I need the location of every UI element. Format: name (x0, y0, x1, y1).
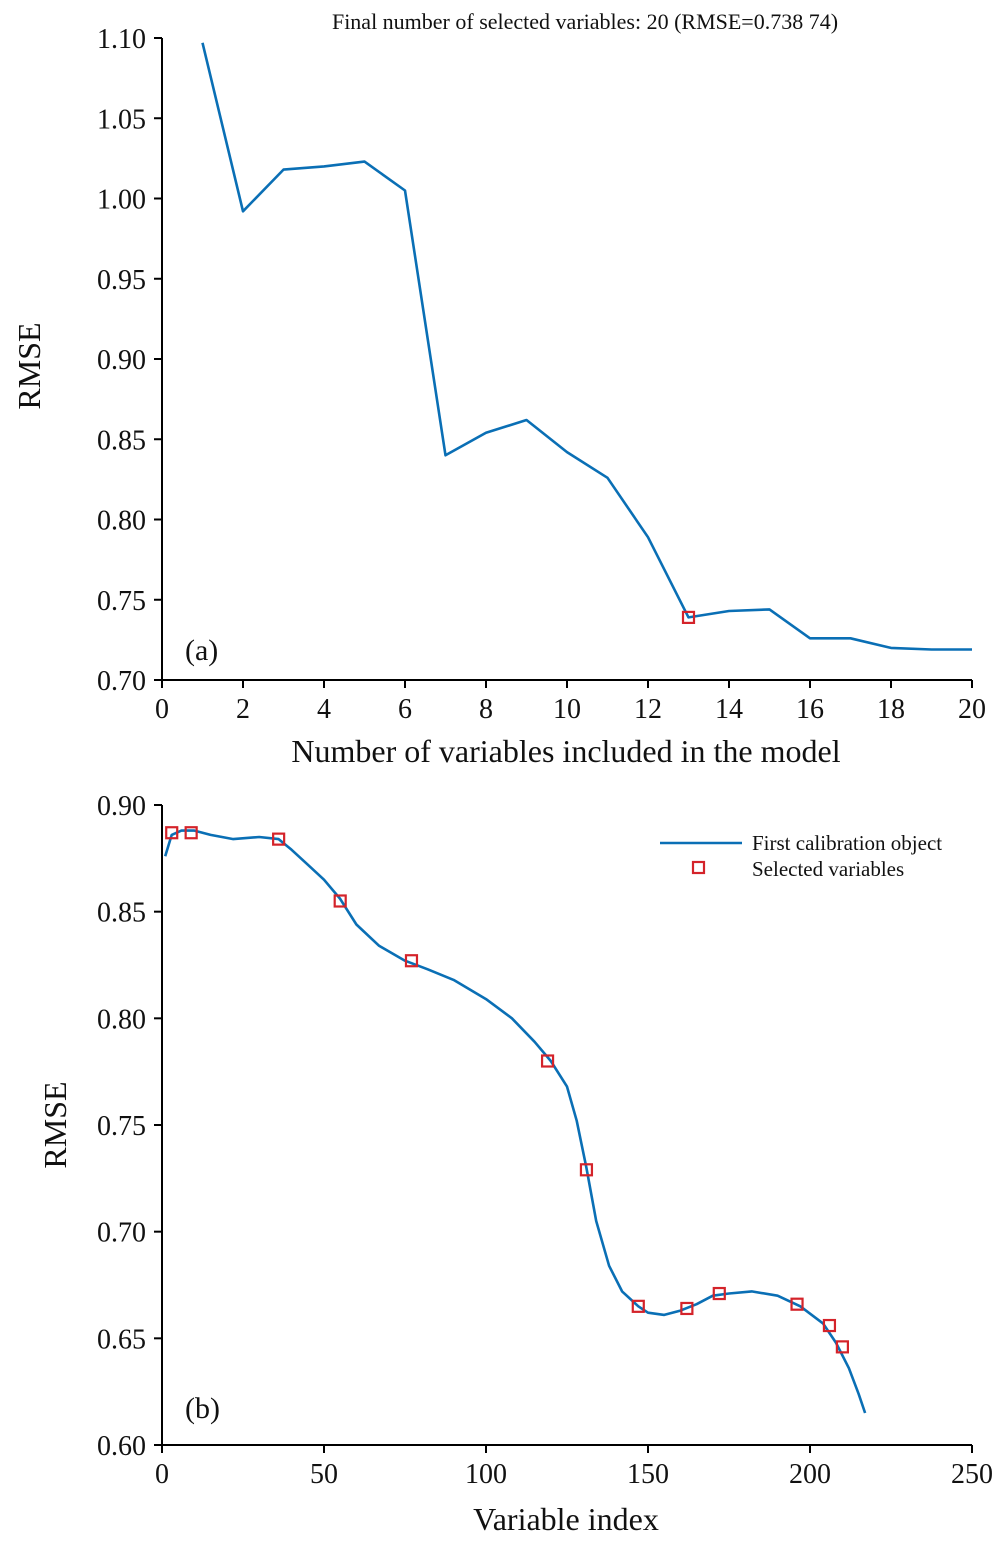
panel-b-y-axis-label: RMSE (37, 1081, 73, 1168)
selected-variable-marker (822, 1318, 837, 1333)
y-tick-label: 0.95 (97, 265, 146, 296)
x-tick-label: 10 (553, 694, 581, 725)
x-tick-label: 4 (317, 694, 331, 725)
legend-label-series-1: First calibration object (752, 831, 942, 855)
y-tick-label: 0.80 (97, 1004, 146, 1035)
legend-marker-swatch (691, 860, 706, 875)
x-tick-label: 18 (877, 694, 905, 725)
y-tick-label: 0.75 (97, 586, 146, 617)
series-line-a (201, 42, 972, 651)
series-line-b (163, 829, 867, 1414)
panel-a-y-axis-label: RMSE (11, 322, 47, 409)
x-tick-label: 16 (796, 694, 824, 725)
y-tick-label: 0.90 (97, 791, 146, 822)
selected-variable-marker (712, 1286, 726, 1301)
selected-variable-marker (579, 1163, 594, 1177)
panel-a-label: (a) (185, 634, 218, 667)
selected-variable-marker (165, 826, 179, 840)
x-tick-label: 250 (951, 1459, 993, 1490)
y-tick-label: 1.00 (97, 185, 146, 216)
panel-b-x-axis-label: Variable index (473, 1501, 659, 1537)
y-tick-label: 0.70 (97, 666, 146, 697)
y-tick-label: 0.85 (97, 898, 146, 929)
panel-a-plot-area (201, 42, 972, 651)
legend-label-series-2: Selected variables (752, 857, 904, 881)
x-tick-label: 0 (155, 1459, 169, 1490)
x-tick-label: 150 (627, 1459, 669, 1490)
panel-b-axes: 0 50 100 150 200 250 0.60 0.65 0.70 0.75 0.80 0.85 0… (97, 791, 993, 1490)
panel-b-label: (b) (185, 1392, 220, 1425)
selected-variable-marker (540, 1054, 555, 1068)
panel-a-axes: 0 2 4 6 8 10 12 14 16 18 20 0.70 0.75 0.80 0.85 0.90 0.9… (97, 24, 986, 725)
y-tick-label: 0.70 (97, 1218, 146, 1249)
y-tick-label: 0.75 (97, 1111, 146, 1142)
panel-a-rmse-vs-number-of-variables: Final number of selected variables: 20 (… (11, 9, 986, 769)
y-tick-label: 0.80 (97, 506, 146, 537)
x-tick-label: 100 (465, 1459, 507, 1490)
selected-variable-marker (835, 1340, 850, 1354)
selected-point-marker (681, 610, 696, 625)
selected-variable-marker (184, 826, 198, 840)
x-tick-label: 20 (958, 694, 986, 725)
selected-variable-marker (680, 1301, 694, 1316)
x-tick-label: 200 (789, 1459, 831, 1490)
selected-variable-marker (272, 832, 286, 846)
selected-variable-marker (333, 894, 347, 908)
x-tick-label: 8 (479, 694, 493, 725)
x-tick-label: 2 (236, 694, 250, 725)
x-tick-label: 0 (155, 694, 169, 725)
y-tick-label: 0.85 (97, 425, 146, 456)
x-tick-label: 6 (398, 694, 412, 725)
panel-b-rmse-vs-variable-index: 0 50 100 150 200 250 0.60 0.65 0.70 0.75 0.80 0.85 0… (37, 791, 993, 1537)
y-tick-label: 1.10 (97, 24, 146, 55)
panel-a-title: Final number of selected variables: 20 (… (332, 9, 838, 34)
y-tick-label: 1.05 (97, 104, 146, 135)
y-tick-label: 0.65 (97, 1324, 146, 1355)
panel-a-x-axis-label: Number of variables included in the mode… (291, 733, 840, 769)
selected-variable-marker (631, 1299, 645, 1313)
x-tick-label: 50 (310, 1459, 338, 1490)
y-tick-label: 0.90 (97, 345, 146, 376)
y-tick-label: 0.60 (97, 1431, 146, 1462)
x-tick-label: 14 (715, 694, 743, 725)
panel-b-plot-area (163, 826, 867, 1414)
selected-variable-marker (404, 954, 419, 968)
panel-b-legend: First calibration object Selected variab… (660, 831, 942, 881)
selected-variable-marker (790, 1297, 804, 1311)
x-tick-label: 12 (634, 694, 662, 725)
